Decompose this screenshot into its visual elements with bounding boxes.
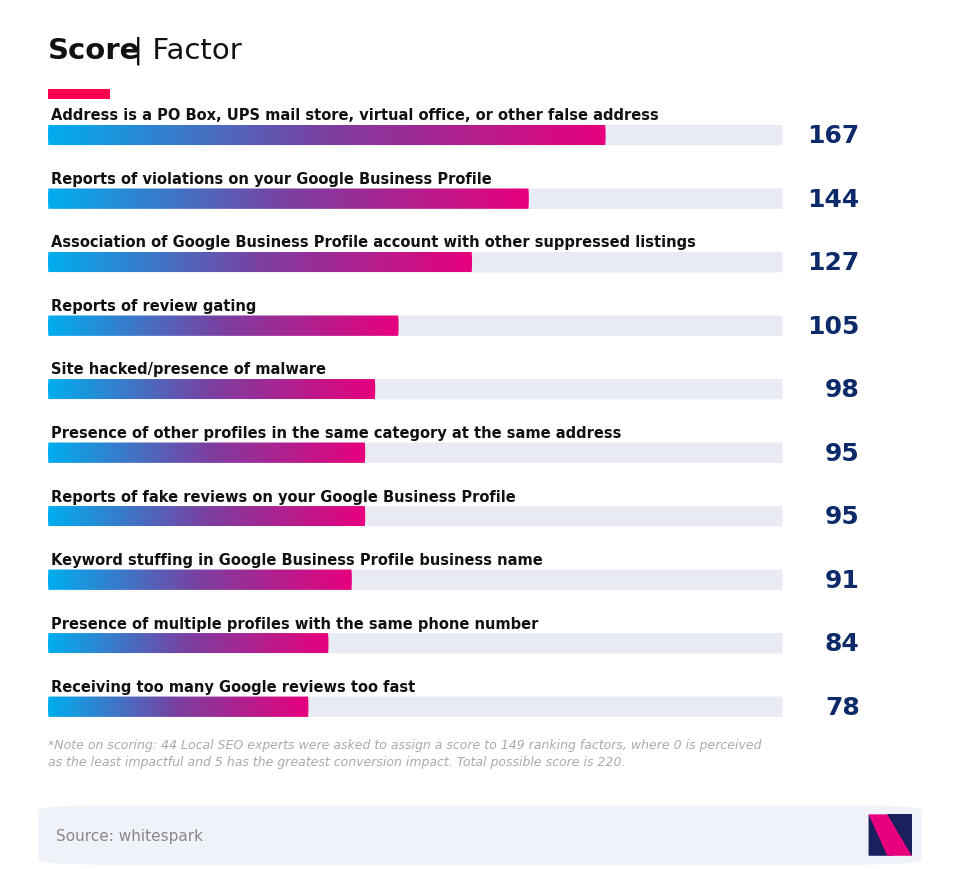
FancyBboxPatch shape bbox=[48, 507, 782, 527]
Text: Reports of review gating: Reports of review gating bbox=[51, 299, 256, 314]
Text: Site hacked/presence of malware: Site hacked/presence of malware bbox=[51, 362, 326, 377]
Text: 167: 167 bbox=[807, 124, 860, 148]
FancyBboxPatch shape bbox=[48, 189, 782, 209]
Text: Presence of multiple profiles with the same phone number: Presence of multiple profiles with the s… bbox=[51, 616, 539, 631]
Polygon shape bbox=[869, 814, 912, 856]
Text: Keyword stuffing in Google Business Profile business name: Keyword stuffing in Google Business Prof… bbox=[51, 553, 543, 567]
FancyBboxPatch shape bbox=[48, 316, 782, 336]
Text: Reports of fake reviews on your Google Business Profile: Reports of fake reviews on your Google B… bbox=[51, 489, 516, 504]
FancyBboxPatch shape bbox=[48, 380, 782, 400]
FancyBboxPatch shape bbox=[48, 634, 782, 653]
Text: Source: whitespark: Source: whitespark bbox=[56, 827, 204, 843]
Text: 84: 84 bbox=[825, 632, 860, 655]
FancyBboxPatch shape bbox=[48, 570, 782, 590]
Text: 95: 95 bbox=[825, 441, 860, 465]
Text: Receiving too many Google reviews too fast: Receiving too many Google reviews too fa… bbox=[51, 680, 416, 694]
Text: 78: 78 bbox=[825, 695, 860, 719]
Text: Reports of violations on your Google Business Profile: Reports of violations on your Google Bus… bbox=[51, 172, 492, 187]
FancyBboxPatch shape bbox=[48, 126, 782, 146]
Text: 105: 105 bbox=[807, 315, 860, 338]
Text: Presence of other profiles in the same category at the same address: Presence of other profiles in the same c… bbox=[51, 426, 622, 441]
FancyBboxPatch shape bbox=[48, 90, 110, 100]
Text: 144: 144 bbox=[807, 188, 860, 211]
Text: Address is a PO Box, UPS mail store, virtual office, or other false address: Address is a PO Box, UPS mail store, vir… bbox=[51, 109, 660, 123]
FancyBboxPatch shape bbox=[48, 443, 782, 463]
FancyBboxPatch shape bbox=[48, 253, 782, 273]
Text: | Factor: | Factor bbox=[124, 36, 242, 65]
Text: *Note on scoring: 44 Local SEO experts were asked to assign a score to 149 ranki: *Note on scoring: 44 Local SEO experts w… bbox=[48, 739, 761, 768]
Text: 91: 91 bbox=[825, 568, 860, 592]
Text: Association of Google Business Profile account with other suppressed listings: Association of Google Business Profile a… bbox=[51, 235, 696, 250]
Polygon shape bbox=[869, 814, 894, 856]
Text: 127: 127 bbox=[807, 251, 860, 275]
FancyBboxPatch shape bbox=[38, 806, 922, 865]
Text: 98: 98 bbox=[825, 378, 860, 401]
Polygon shape bbox=[887, 814, 912, 856]
FancyBboxPatch shape bbox=[48, 697, 782, 717]
Text: 95: 95 bbox=[825, 505, 860, 528]
Text: Score: Score bbox=[48, 36, 140, 64]
